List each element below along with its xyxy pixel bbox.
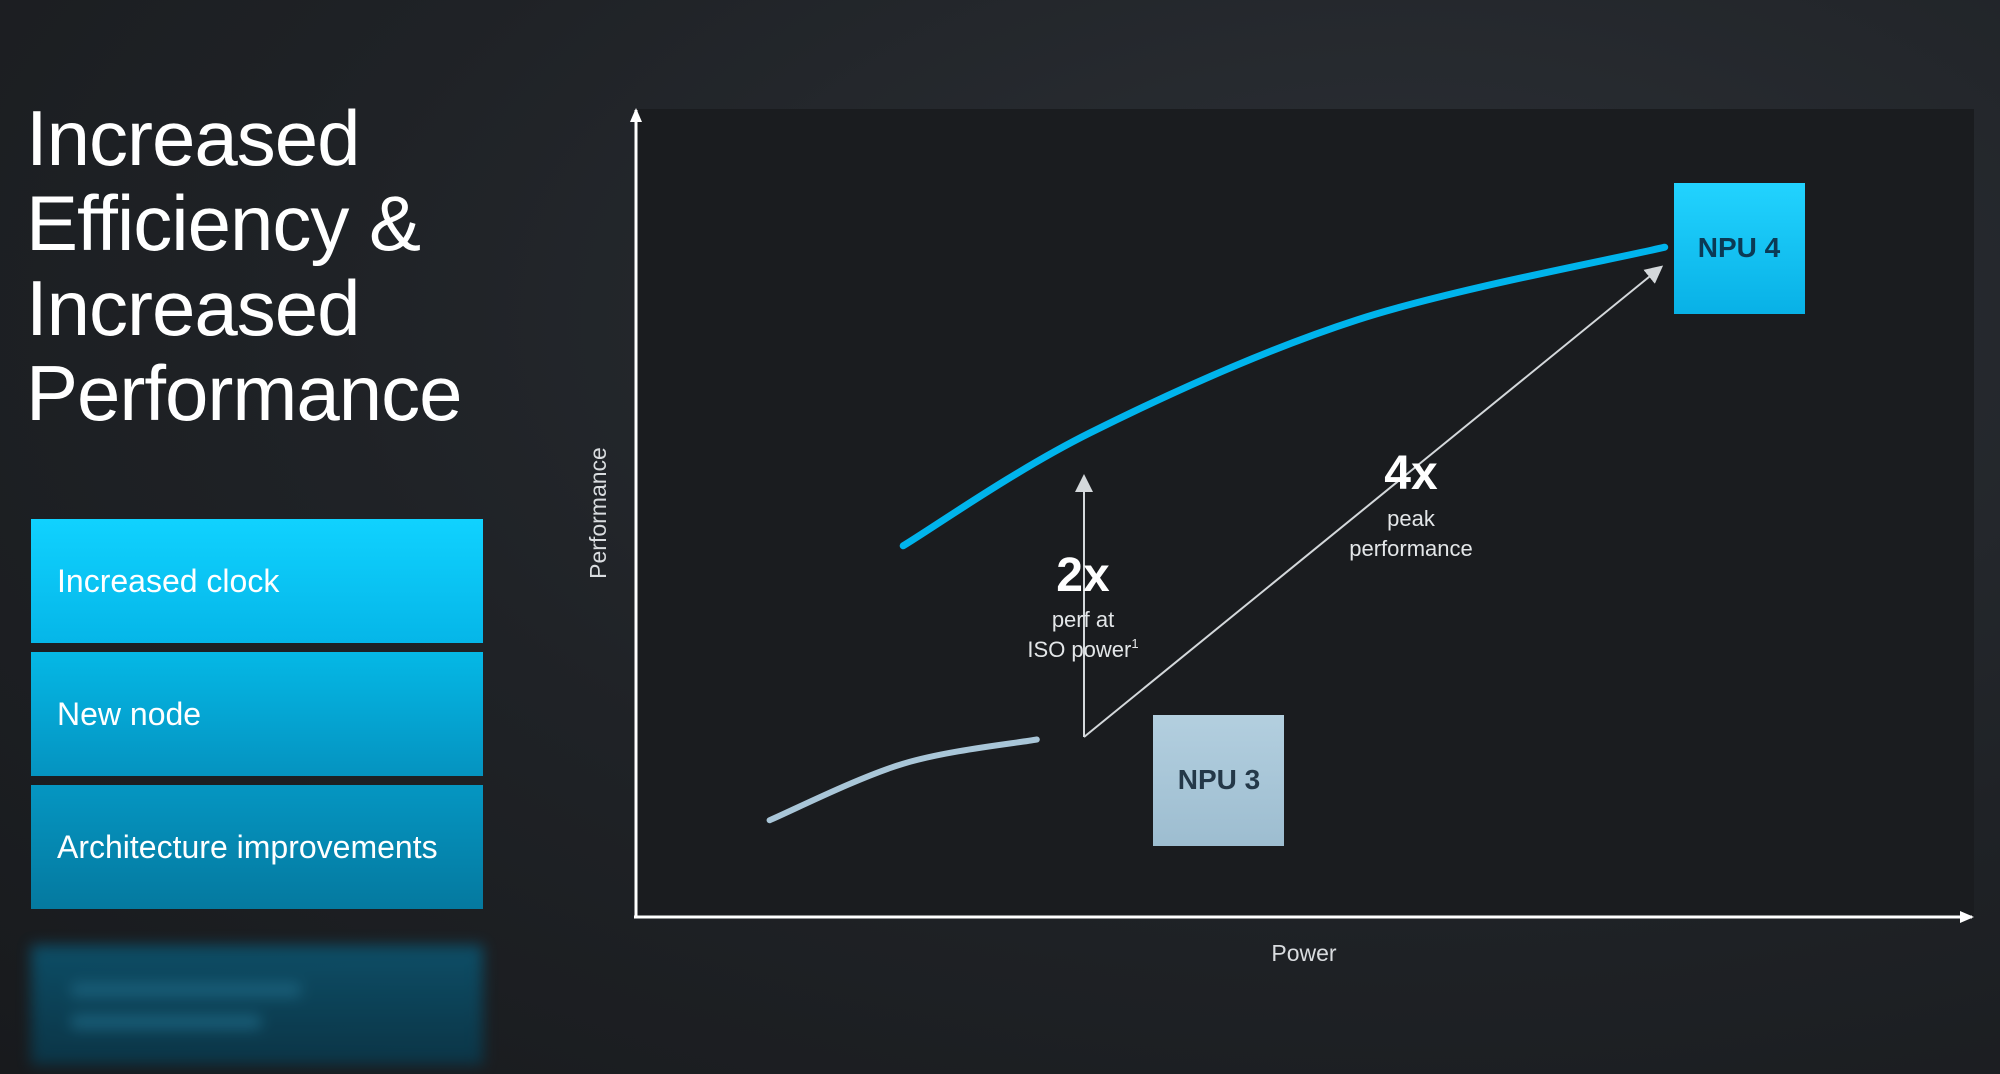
annotation-4x-line-2: performance (1349, 536, 1473, 561)
annotation-2x-line-2-text: ISO power (1027, 637, 1131, 662)
annotation-4x-value: 4x (1384, 447, 1438, 500)
blurred-feature-block (31, 945, 483, 1065)
annotation-2x-line-1: perf at (1052, 607, 1114, 632)
npu-4-box (1674, 183, 1805, 314)
npu-3-box (1153, 715, 1284, 846)
title-line-4: Performance (26, 349, 463, 437)
blurred-line (71, 983, 301, 997)
annotation-2x-value: 2x (1056, 549, 1110, 602)
npu-4-box-label: NPU 4 (1698, 232, 1781, 263)
series-line-npu-4 (899, 243, 1669, 550)
series-line-npu-3 (766, 736, 1040, 824)
feature-architecture-improvements: Architecture improvements (31, 785, 483, 909)
footnote-marker: 1 (1131, 636, 1138, 651)
title-line-1: Increased (26, 94, 361, 182)
feature-new-node: New node (31, 652, 483, 776)
annotation-4x-line-1: peak (1387, 506, 1436, 531)
feature-increased-clock: Increased clock (31, 519, 483, 643)
x-axis-label: Power (1271, 940, 1337, 966)
blurred-line (71, 1015, 261, 1029)
arrow-peak-performance (1083, 265, 1664, 738)
title-line-2: Efficiency & (26, 179, 421, 267)
y-axis-label: Performance (585, 447, 611, 579)
annotation-2x-line-2: ISO power1 (1027, 636, 1138, 662)
feature-list: Increased clock New node Architecture im… (31, 519, 483, 918)
title-line-3: Increased (26, 264, 361, 352)
npu-3-box-label: NPU 3 (1178, 764, 1260, 795)
page-title: Increased Efficiency & Increased Perform… (26, 96, 546, 436)
